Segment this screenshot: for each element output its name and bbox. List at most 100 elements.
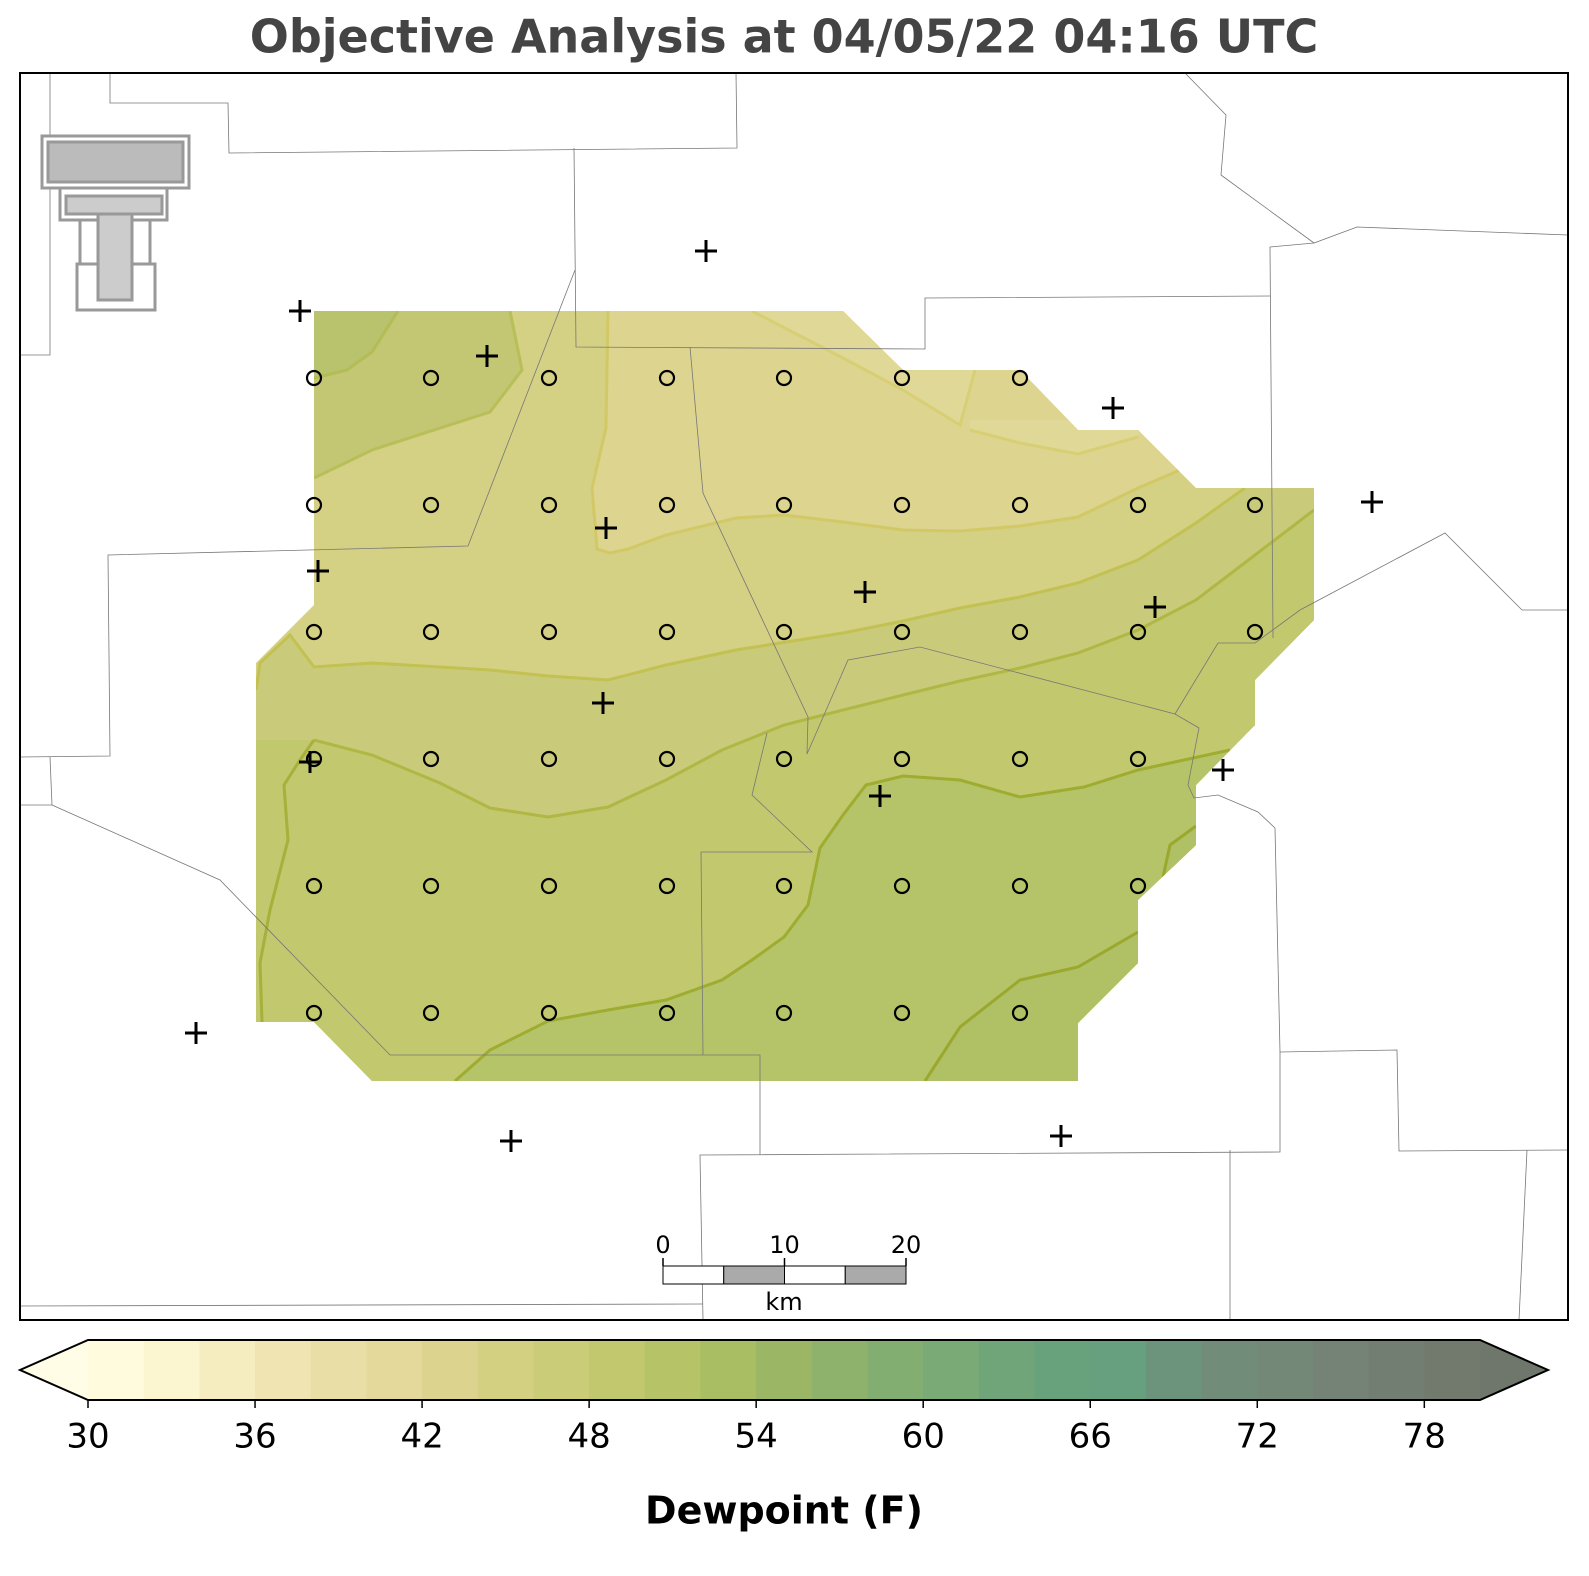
colorbar: 30 36 42 48 54 60 66 72 78 (17, 1339, 1551, 1457)
grid-point (775, 877, 793, 895)
station (1050, 1125, 1072, 1147)
station (1361, 491, 1383, 513)
colorbar-bin (1034, 1340, 1091, 1400)
colorbar-bin (477, 1340, 534, 1400)
grid-point (422, 750, 440, 768)
grid-point (1129, 496, 1147, 514)
grid-point (775, 1004, 793, 1022)
grid-point (422, 496, 440, 514)
colorbar-bin (310, 1340, 367, 1400)
station (1212, 759, 1234, 781)
scale-unit: km (765, 1288, 802, 1316)
colorbar-bin (700, 1340, 757, 1400)
grid-point (1011, 369, 1029, 387)
colorbar-bin (88, 1340, 145, 1400)
colorbar-bin (1368, 1340, 1425, 1400)
colorbar-bin (867, 1340, 924, 1400)
scale-bar: 0 10 20 (655, 1231, 922, 1285)
colorbar-bin (811, 1340, 869, 1400)
grid-point (305, 623, 323, 641)
grid-point (1011, 1004, 1029, 1022)
grid-point (1011, 877, 1029, 895)
grid-point (1011, 750, 1029, 768)
grid-point (658, 750, 676, 768)
colorbar-extend-low (20, 1340, 88, 1400)
grid-point (305, 1004, 323, 1022)
grid-point (540, 1004, 558, 1022)
colorbar-bin (366, 1340, 423, 1400)
colorbar-tick-label: 36 (233, 1417, 276, 1457)
grid-point (540, 369, 558, 387)
colorbar-bin (422, 1340, 479, 1400)
grid-point (775, 496, 793, 514)
grid-point (1011, 623, 1029, 641)
grid-point (658, 369, 676, 387)
colorbar-extend-high (1480, 1340, 1548, 1400)
colorbar-bin (199, 1340, 256, 1400)
colorbar-bin (1145, 1340, 1203, 1400)
grid-point (540, 750, 558, 768)
analysis-field (256, 311, 1314, 1081)
scale-segment (844, 1265, 907, 1285)
colorbar-tick-label: 78 (1403, 1417, 1446, 1457)
station (476, 345, 498, 367)
station (592, 692, 614, 714)
colorbar-bin (923, 1340, 980, 1400)
colorbar-tick-label: 66 (1069, 1417, 1112, 1457)
colorbar-bin (756, 1340, 813, 1400)
colorbar-tick-label: 72 (1236, 1417, 1279, 1457)
grid-point (1246, 623, 1264, 641)
grid-point (305, 369, 323, 387)
colorbar-outline (17, 1339, 1551, 1401)
grid-point (540, 623, 558, 641)
grid-point (658, 496, 676, 514)
grid-point (775, 623, 793, 641)
grid-point (422, 877, 440, 895)
grid-point (422, 623, 440, 641)
station (1102, 397, 1124, 419)
grid-point (1129, 750, 1147, 768)
colorbar-bin (143, 1340, 200, 1400)
colorbar-tick-label: 54 (735, 1417, 778, 1457)
colorbar-tick-label: 42 (400, 1417, 443, 1457)
colorbar-bin (533, 1340, 590, 1400)
station (185, 1022, 207, 1044)
grid-point (893, 623, 911, 641)
colorbar-tick-label: 30 (66, 1417, 109, 1457)
county-lines (19, 72, 1569, 1321)
station (1144, 596, 1166, 618)
grid-point (540, 877, 558, 895)
colorbar-bin (1257, 1340, 1314, 1400)
colorbar-label: Dewpoint (F) (645, 1489, 923, 1533)
scale-tick-label: 0 (655, 1231, 670, 1259)
station (695, 240, 717, 262)
grid-point (775, 369, 793, 387)
scale-segment (723, 1265, 785, 1285)
grid-point (893, 877, 911, 895)
logo (40, 134, 191, 312)
colorbar-bin (978, 1340, 1036, 1400)
station (869, 785, 891, 807)
scale-segment (662, 1265, 725, 1285)
colorbar-bin (255, 1340, 312, 1400)
grid-point (893, 750, 911, 768)
station (500, 1130, 522, 1152)
station (289, 300, 311, 322)
map-frame (19, 72, 1569, 1321)
grid-point (1246, 496, 1264, 514)
colorbar-bin (1201, 1340, 1258, 1400)
grid-point (893, 496, 911, 514)
colorbar-tick-label: 48 (567, 1417, 610, 1457)
grid-point (1129, 623, 1147, 641)
station-markers (185, 240, 1383, 1152)
station (307, 560, 329, 582)
colorbar-bin (589, 1340, 646, 1400)
grid-point (658, 877, 676, 895)
grid-point (305, 750, 323, 768)
grid-point (1129, 877, 1147, 895)
colorbar-bin (644, 1340, 701, 1400)
title: Objective Analysis at 04/05/22 04:16 UTC (250, 10, 1319, 64)
scale-tick-label: 20 (891, 1231, 922, 1259)
grid-point (658, 623, 676, 641)
